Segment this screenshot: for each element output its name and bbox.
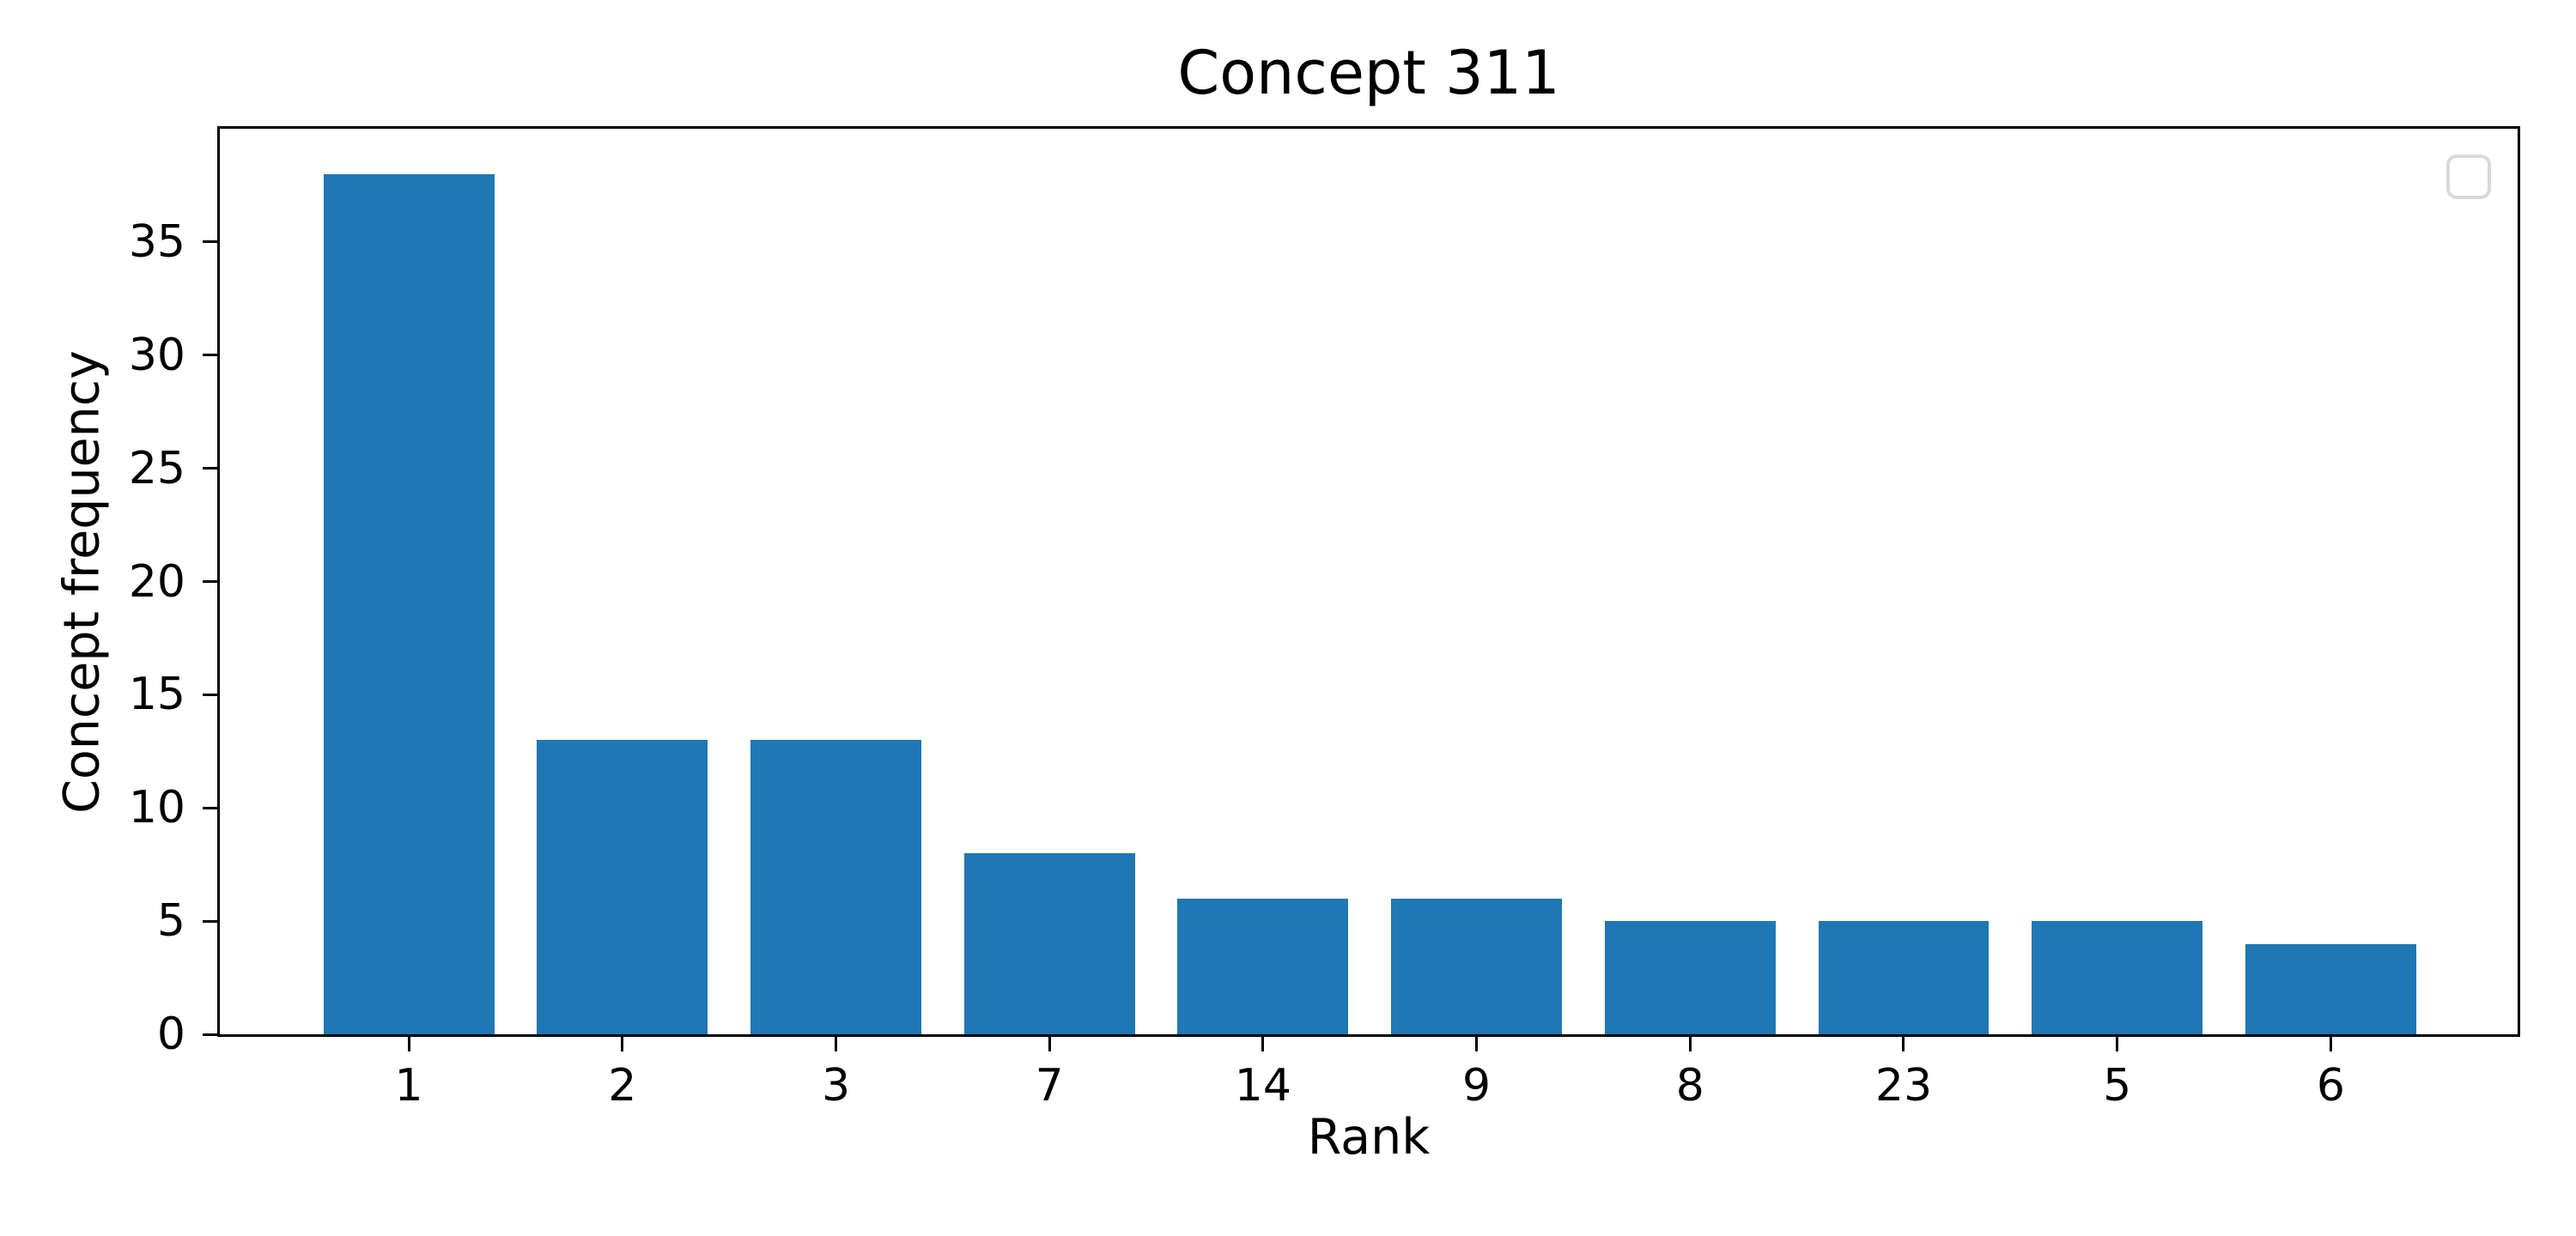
y-tick-mark	[203, 240, 217, 244]
legend-box	[2446, 154, 2491, 199]
x-tick-mark	[1261, 1037, 1265, 1051]
y-tick-label: 5	[156, 895, 185, 948]
y-tick-mark	[203, 693, 217, 696]
x-tick-mark	[2116, 1037, 2119, 1051]
bar	[1177, 898, 1349, 1034]
x-tick-mark	[621, 1037, 624, 1051]
x-tick-label: 8	[1675, 1060, 1704, 1112]
bar	[1818, 921, 1990, 1034]
x-tick-label: 5	[2103, 1060, 2132, 1112]
y-tick-mark	[203, 1033, 217, 1036]
y-tick-label: 35	[128, 215, 185, 268]
x-tick-mark	[1688, 1037, 1692, 1051]
bar	[537, 740, 708, 1034]
bar	[2032, 921, 2203, 1034]
y-tick-label: 30	[128, 329, 185, 381]
x-tick-label: 7	[1035, 1060, 1064, 1112]
x-axis-label: Rank	[1307, 1109, 1431, 1166]
x-tick-mark	[1902, 1037, 1905, 1051]
x-tick-label: 3	[821, 1060, 851, 1112]
x-tick-label: 1	[394, 1060, 423, 1112]
y-tick-mark	[203, 580, 217, 583]
x-tick-label: 23	[1874, 1060, 1933, 1112]
y-tick-mark	[203, 806, 217, 809]
y-tick-label: 25	[128, 442, 185, 494]
x-tick-mark	[834, 1037, 837, 1051]
y-tick-label: 20	[128, 555, 185, 608]
chart-title: Concept 311	[1177, 38, 1560, 108]
y-tick-mark	[203, 467, 217, 470]
bar	[750, 740, 921, 1034]
y-tick-mark	[203, 919, 217, 923]
x-tick-mark	[2329, 1037, 2332, 1051]
y-tick-label: 0	[156, 1009, 185, 1060]
x-tick-label: 9	[1462, 1060, 1492, 1112]
bar	[323, 173, 495, 1034]
bar	[963, 853, 1135, 1034]
y-tick-label: 15	[128, 669, 185, 721]
x-tick-label: 14	[1234, 1060, 1291, 1112]
x-tick-mark	[1048, 1037, 1051, 1051]
x-tick-label: 6	[2316, 1060, 2345, 1112]
x-tick-mark	[1475, 1037, 1479, 1051]
bar	[2245, 943, 2416, 1034]
bar	[1391, 898, 1563, 1034]
y-tick-mark	[203, 354, 217, 357]
x-tick-mark	[407, 1037, 410, 1051]
y-tick-label: 10	[128, 782, 185, 834]
bar	[1604, 921, 1776, 1034]
x-tick-label: 2	[608, 1060, 637, 1112]
